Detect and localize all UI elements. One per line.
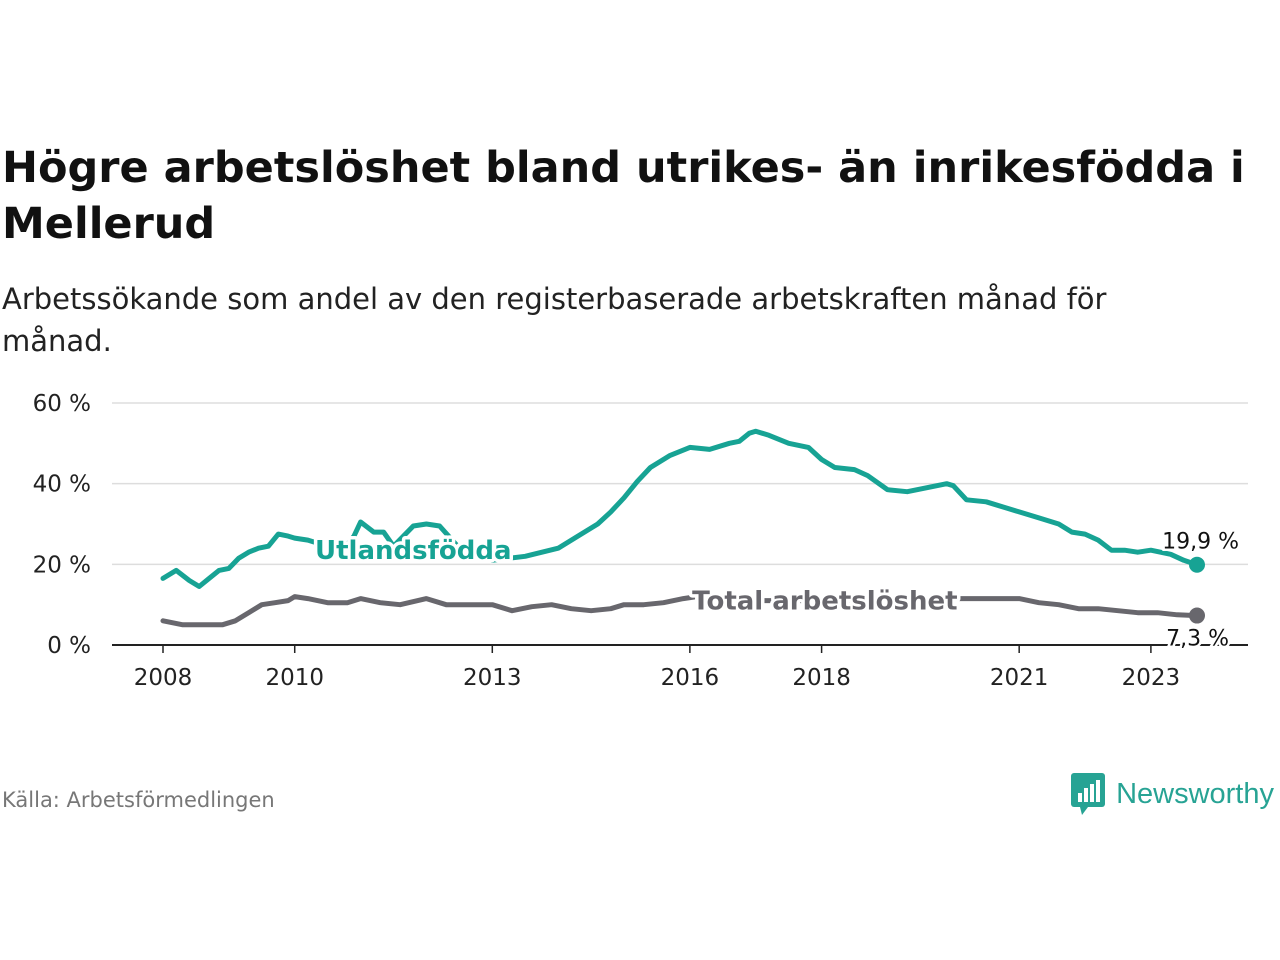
chart-subtitle: Arbetssökande som andel av den registerb… (2, 282, 1107, 358)
end-point-utlandsfodda (1189, 556, 1205, 573)
end-point-total (1189, 607, 1205, 624)
x-tick-label: 2010 (265, 665, 324, 691)
x-tick-label: 2023 (1122, 665, 1181, 691)
series-labels: Utlandsfödda Total arbetslöshet 19,9 % 7,3 … (311, 527, 1241, 654)
y-tick-label: 60 % (33, 391, 91, 417)
x-tick-label: 2016 (661, 665, 720, 691)
newsworthy-logo-icon (1071, 773, 1106, 815)
series-name-total: Total arbetslöshet (692, 587, 957, 617)
series-line-utlandsfodda (160, 428, 1200, 589)
series-name-utlandsfodda: Utlandsfödda (315, 536, 512, 566)
y-tick-label: 40 % (33, 472, 91, 498)
y-axis: 0 % 20 % 40 % 60 % (33, 391, 91, 659)
gridlines (112, 402, 1248, 566)
series-lines (160, 428, 1205, 628)
x-tick-label: 2008 (134, 665, 193, 691)
x-tick-label: 2021 (990, 665, 1049, 691)
x-axis: 2008 2010 2013 2016 2018 2021 2023 (112, 644, 1248, 691)
brand-logo: Newsworthy (1070, 772, 1274, 816)
x-tick-label: 2013 (463, 665, 522, 691)
chart-title: Högre arbetslöshet bland utrikes- än inr… (2, 143, 1245, 249)
y-tick-label: 20 % (33, 552, 91, 578)
end-label-total: 7,3 % (1166, 627, 1229, 652)
brand-name: Newsworthy (1116, 777, 1274, 810)
line-chart: 0 % 20 % 40 % 60 % 2008 2010 2013 2016 2018 2021… (33, 391, 1248, 691)
source-note: Källa: Arbetsförmedlingen (2, 788, 275, 812)
x-tick-label: 2018 (792, 665, 851, 691)
end-label-utlandsfodda: 19,9 % (1162, 530, 1239, 555)
series-line-total (160, 594, 1200, 628)
y-tick-label: 0 % (47, 633, 91, 659)
